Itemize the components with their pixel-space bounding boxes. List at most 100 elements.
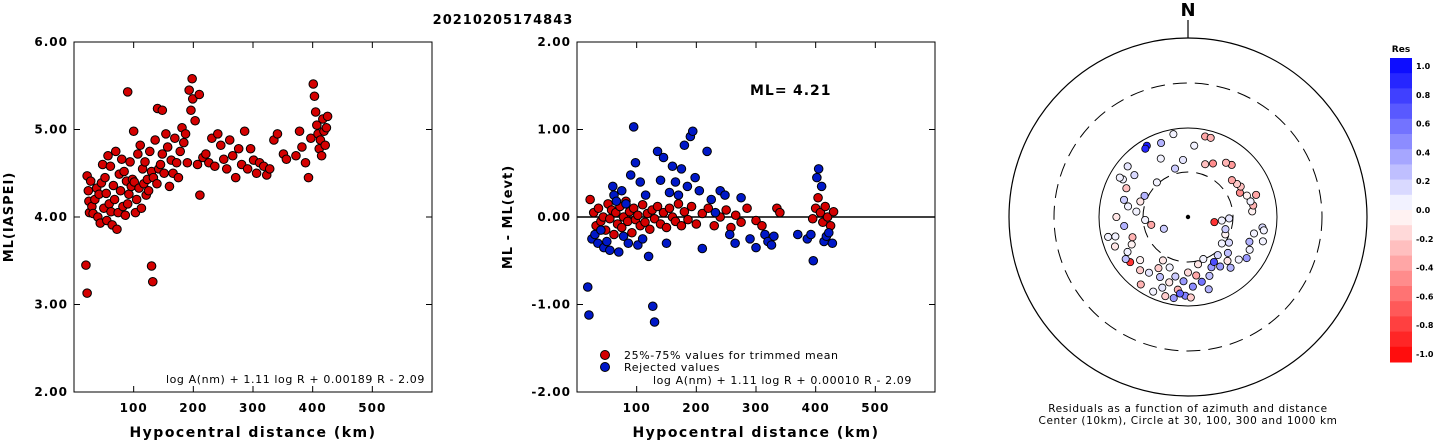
colorbar-tick-label: -1.0: [1416, 350, 1434, 359]
data-point: [162, 142, 173, 152]
station-point: [1169, 130, 1178, 139]
data-point: [621, 199, 631, 209]
data-point: [175, 146, 186, 157]
station-point: [1221, 158, 1230, 167]
data-point: [706, 194, 717, 205]
station-point: [1159, 224, 1168, 233]
y-tick-label: 2.00: [34, 385, 68, 399]
data-point: [622, 216, 633, 227]
data-point: [679, 140, 690, 151]
data-point: [724, 229, 735, 240]
data-point: [611, 196, 622, 207]
station-point: [1208, 159, 1217, 168]
data-point: [245, 143, 256, 154]
data-point: [105, 161, 116, 172]
data-point: [806, 229, 816, 240]
panel1-points: [81, 73, 333, 298]
station-point: [1158, 256, 1167, 265]
data-point: [230, 172, 241, 183]
data-point: [272, 129, 283, 139]
station-point: [1221, 225, 1230, 234]
x-tick-label: 400: [802, 401, 830, 415]
y-tick-label: 4.00: [34, 210, 68, 224]
data-point: [757, 220, 767, 231]
station-point: [1124, 202, 1133, 211]
data-point: [309, 91, 320, 102]
colorbar-block: [1390, 286, 1412, 302]
colorbar-block: [1390, 210, 1412, 226]
data-point: [133, 149, 143, 159]
station-point: [1186, 293, 1195, 302]
data-point: [190, 115, 200, 126]
station-point: [1209, 257, 1218, 266]
data-point: [690, 172, 700, 183]
station-point: [1141, 215, 1150, 224]
station-point: [1171, 272, 1180, 281]
colorbar-block: [1390, 88, 1412, 105]
station-point: [1156, 273, 1165, 282]
data-point: [150, 135, 160, 145]
data-point: [100, 172, 110, 183]
data-point: [170, 133, 180, 144]
station-point: [1217, 239, 1226, 248]
station-point: [1112, 212, 1121, 221]
data-point: [676, 164, 687, 174]
data-point: [766, 240, 777, 250]
station-point: [1136, 256, 1145, 265]
data-point: [195, 190, 205, 200]
data-point: [736, 217, 746, 228]
data-point: [635, 177, 646, 187]
station-point: [1199, 255, 1208, 264]
data-point: [736, 192, 746, 203]
station-point: [1224, 238, 1233, 247]
panel2-y-axis-label: ML - ML(evt): [501, 165, 516, 269]
station-point: [1227, 176, 1236, 185]
data-point: [97, 159, 108, 170]
colorbar-block: [1390, 225, 1412, 241]
station-point: [1136, 266, 1145, 275]
legend-marker-trimmed: [600, 350, 610, 360]
data-point: [187, 73, 197, 84]
data-point: [813, 164, 824, 174]
panel2-points: [582, 122, 839, 327]
data-point: [652, 201, 663, 212]
station-point: [1144, 268, 1153, 277]
data-point: [751, 215, 761, 226]
station-point: [1252, 190, 1261, 199]
data-point: [828, 206, 839, 217]
data-point: [122, 87, 133, 97]
station-point: [1226, 263, 1235, 272]
data-point: [697, 243, 708, 254]
x-tick-label: 400: [299, 401, 327, 415]
panel1-y-axis-label: ML(IASPEI): [2, 172, 17, 263]
data-point: [602, 236, 612, 247]
station-point: [1223, 248, 1232, 257]
data-point: [201, 149, 211, 159]
y-tick-label: 5.00: [34, 123, 68, 137]
data-point: [596, 225, 606, 235]
data-point: [792, 229, 803, 240]
data-point: [264, 164, 275, 174]
station-point: [1123, 247, 1132, 256]
colorbar-tick-label: 0.0: [1416, 206, 1431, 215]
polar-residual-panel: N Residuals as a function of azimuth and…: [1008, 0, 1368, 427]
station-point: [1225, 214, 1234, 223]
data-point: [822, 212, 833, 222]
legend-label-trimmed: 25%-75% values for trimmed mean: [624, 349, 839, 362]
station-point: [1140, 191, 1149, 200]
y-tick-label: 1.00: [537, 123, 571, 137]
data-point: [291, 150, 301, 161]
data-point: [122, 199, 133, 209]
station-point: [1104, 232, 1113, 241]
data-point: [281, 154, 292, 165]
data-point: [751, 242, 761, 253]
panel2-formula: log A(nm) + 1.11 log R + 0.00010 R - 2.0…: [653, 374, 912, 387]
data-point: [112, 224, 122, 235]
x-tick-label: 200: [179, 401, 207, 415]
station-point: [1234, 255, 1243, 264]
data-point: [637, 199, 648, 210]
data-point: [721, 205, 731, 215]
data-point: [605, 245, 615, 256]
colorbar-block: [1390, 73, 1412, 89]
